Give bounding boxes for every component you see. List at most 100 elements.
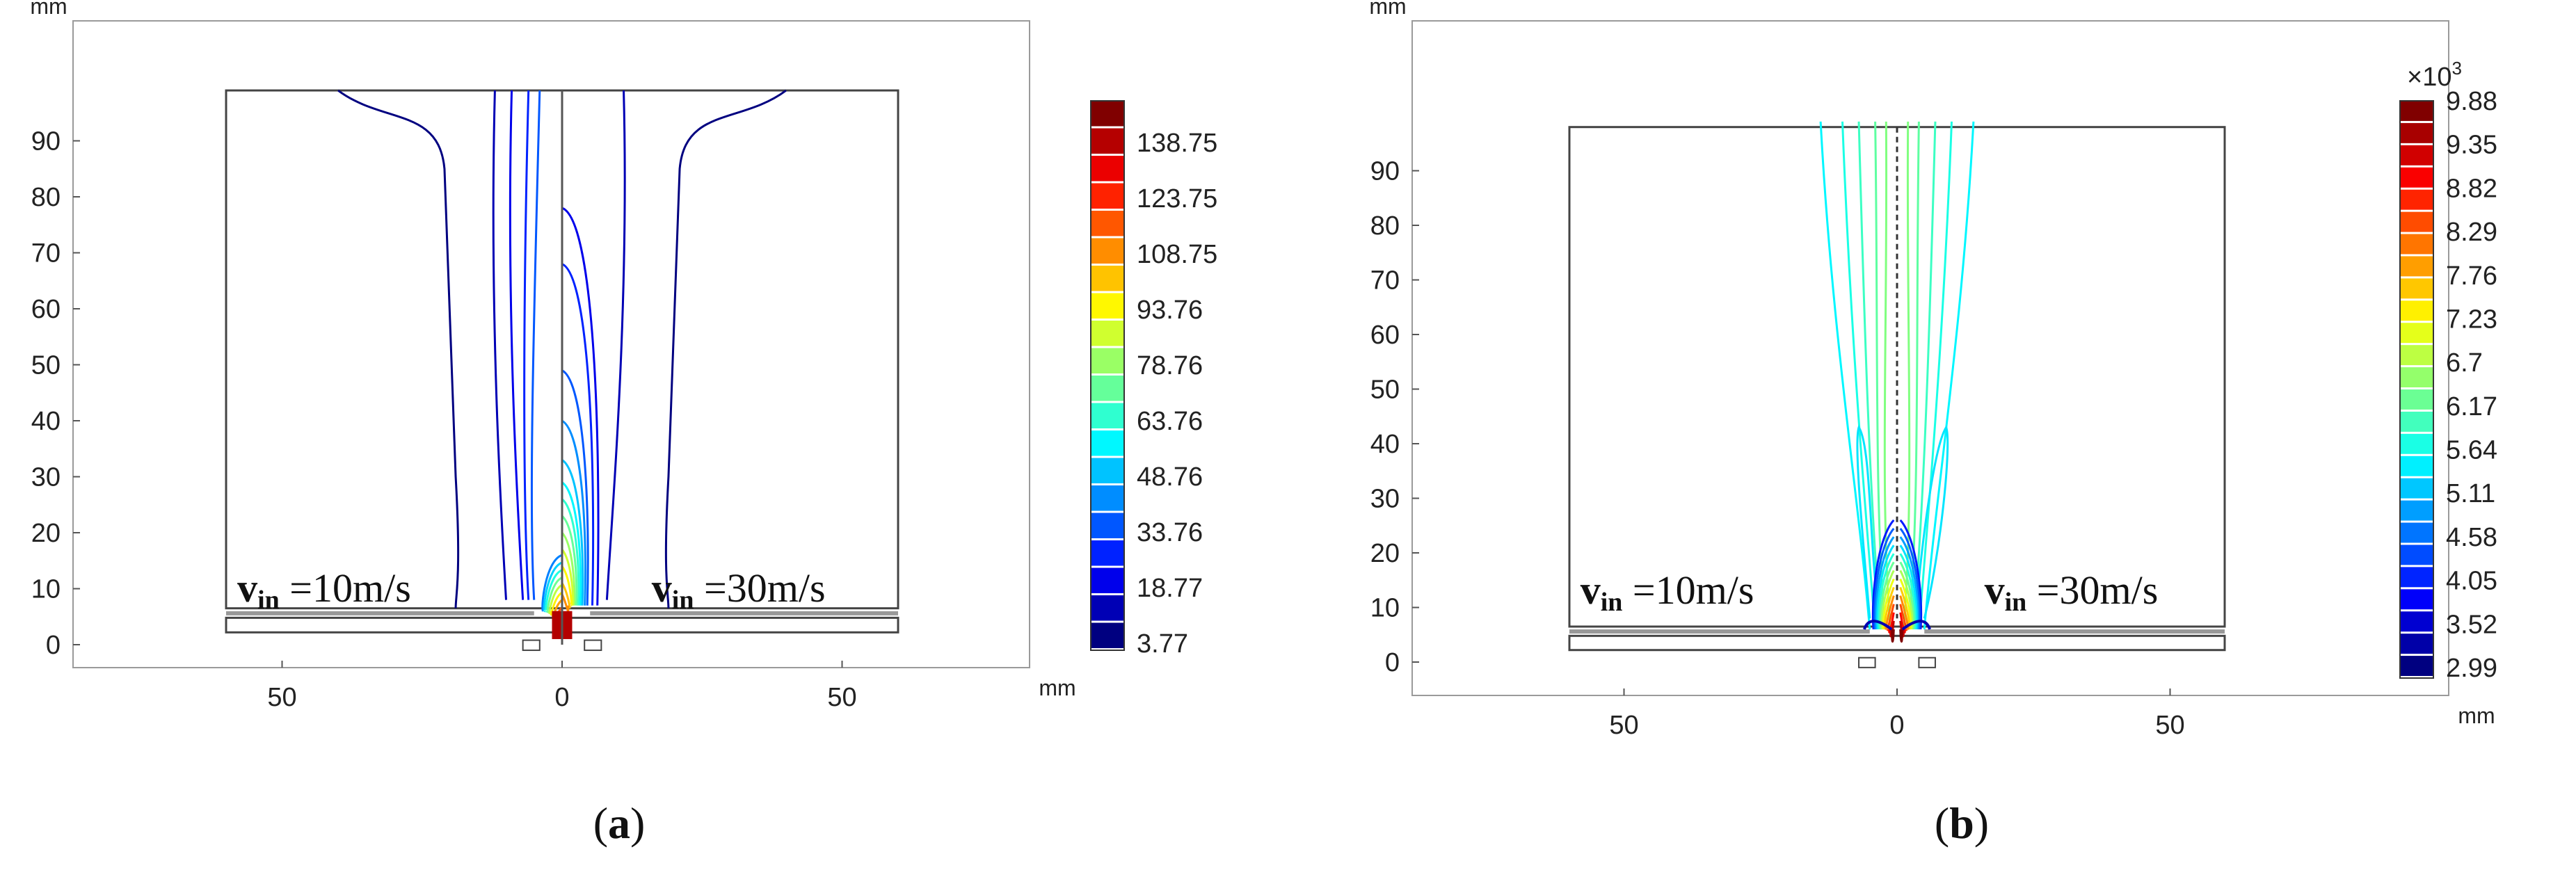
contour-left-core-2 (545, 569, 563, 613)
contour-left-2 (523, 90, 530, 600)
plume-core-l1 (1873, 528, 1895, 630)
plume-base-l (1863, 620, 1893, 631)
contour-right-dome-8 (561, 498, 580, 606)
plume-left-0 (1819, 121, 1871, 630)
colorbar-band-2 (2400, 145, 2433, 166)
y-tick-label-40: 40 (1370, 430, 1400, 459)
colorbar-multiplier-base: ×10 (2407, 63, 2451, 92)
colorbar-band-20 (2400, 545, 2433, 565)
y-tick-label-80: 80 (1370, 211, 1400, 241)
colorbar-band-16 (1091, 540, 1124, 566)
colorbar-band-11 (2400, 345, 2433, 366)
y-tick-label-90: 90 (31, 127, 61, 156)
y-tick-label-90: 90 (1370, 157, 1400, 186)
chamber-outline (1568, 126, 2226, 628)
y-tick-label-20: 20 (1370, 539, 1400, 568)
colorbar-band-14 (2400, 411, 2433, 432)
nozzle-right (584, 639, 602, 652)
nozzle-right (1918, 656, 1936, 668)
colorbar-band-1 (2400, 122, 2433, 143)
y-tick-label-60: 60 (31, 295, 61, 324)
plume-core-l13 (1891, 629, 1895, 643)
colorbar-label-4: 78.76 (1137, 351, 1203, 380)
annotation-sub: in (257, 586, 280, 615)
x-tick-label-2: 50 (827, 683, 856, 712)
contour-right-dome-7 (561, 481, 582, 606)
plume-lobe-1 (1917, 425, 1949, 619)
plume-core-l9 (1885, 595, 1895, 631)
contour-left-core-3 (546, 577, 563, 613)
y-unit-label: mm (1369, 0, 1406, 19)
colorbar-label-10: 4.58 (2446, 523, 2497, 552)
contour-left-0 (492, 90, 507, 600)
panel-label: (a) (593, 798, 646, 848)
y-tick-label-30: 30 (31, 463, 61, 492)
colorbar-band-15 (2400, 433, 2433, 454)
plume-core-r8 (1899, 586, 1911, 630)
plume-core-r2 (1899, 536, 1919, 630)
plume-core-l2 (1875, 536, 1895, 630)
colorbar-label-0: 9.88 (2446, 87, 2497, 116)
colorbar-label-5: 63.76 (1137, 407, 1203, 436)
colorbar-label-11: 4.05 (2446, 567, 2497, 596)
annotation-text: =30m/s (694, 565, 826, 611)
colorbar-band-0 (1091, 101, 1124, 127)
contour-outer-right (664, 89, 787, 609)
nozzle-left (1858, 656, 1876, 668)
colorbar-label-2: 8.82 (2446, 174, 2497, 203)
velocity-annotation-left: vin =10m/s (237, 565, 411, 615)
contour-outer-left (337, 89, 460, 609)
annotation-v: v (652, 565, 672, 611)
contour-left-3 (530, 90, 541, 600)
plume-right-0 (1923, 121, 1975, 630)
x-unit-label: mm (1039, 675, 1075, 700)
plume-core-r6 (1899, 570, 1914, 630)
colorbar-band-17 (1091, 567, 1124, 593)
y-tick-label-80: 80 (31, 183, 61, 212)
plume-core-r0 (1899, 519, 1923, 630)
panel-label-letter: b (1949, 798, 1974, 848)
colorbar-label-7: 33.76 (1137, 518, 1203, 547)
colorbar-label-13: 2.99 (2446, 654, 2497, 683)
colorbar-label-1: 9.35 (2446, 131, 2497, 160)
colorbar-band-12 (2400, 367, 2433, 387)
contour-left-core-1 (543, 561, 563, 613)
contour-lines-b (1819, 121, 1975, 643)
y-tick-label-60: 60 (1370, 321, 1400, 350)
plot-frame (1411, 20, 2449, 696)
annotation-sub: in (672, 586, 694, 615)
contour-right-dome-10 (561, 531, 576, 606)
contour-right-dome-13 (561, 582, 571, 609)
contour-right-dome-9 (561, 515, 578, 606)
colorbar-label-12: 3.52 (2446, 610, 2497, 639)
colorbar-band-14 (1091, 485, 1124, 511)
colorbar-band-17 (2400, 478, 2433, 499)
colorbar-band-19 (1091, 622, 1124, 648)
colorbar-label-1: 123.75 (1137, 184, 1217, 214)
colorbar-label-6: 48.76 (1137, 462, 1203, 492)
colorbar-label-3: 8.29 (2446, 218, 2497, 247)
contour-lines-a (337, 89, 787, 639)
colorbar-band-6 (1091, 266, 1124, 291)
colorbar-band-9 (1091, 348, 1124, 373)
y-tick-label-0: 0 (46, 631, 61, 660)
x-tick-label-0: 50 (267, 683, 296, 712)
contour-right-1 (605, 90, 626, 600)
colorbar-band-6 (2400, 234, 2433, 255)
plume-core-r3 (1899, 545, 1918, 630)
colorbar: 138.75 123.75 108.75 93.76 78.76 63.76 48.76 33… (1090, 100, 1217, 659)
colorbar-label-6: 6.7 (2446, 348, 2483, 378)
y-tick-label-70: 70 (31, 239, 61, 268)
colorbar-band-22 (2400, 589, 2433, 610)
nozzle-left (522, 639, 541, 652)
contour-right-dome-12 (561, 565, 573, 607)
plume-lobe-0 (1856, 425, 1877, 619)
velocity-annotation-right: vin =30m/s (652, 565, 826, 615)
annotation-text: =30m/s (2026, 567, 2158, 613)
colorbar-label-9: 3.77 (1137, 629, 1188, 659)
y-tick-label-10: 10 (31, 575, 61, 604)
colorbar-band-3 (2400, 167, 2433, 188)
contour-right-dome-6 (561, 459, 584, 606)
contour-right-dome-2 (561, 207, 600, 606)
